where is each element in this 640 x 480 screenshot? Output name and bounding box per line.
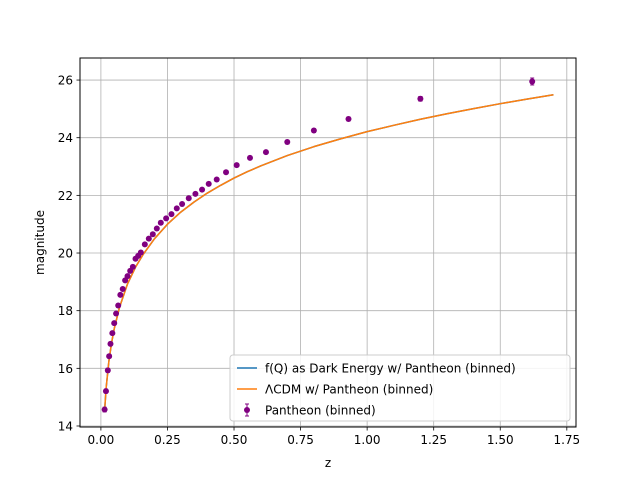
- data-point: [102, 388, 109, 395]
- x-tick-label: 1.75: [553, 433, 580, 447]
- data-point: [213, 176, 220, 183]
- legend-box: [229, 354, 571, 422]
- y-tick-label: 26: [58, 74, 73, 88]
- data-point: [163, 215, 170, 222]
- plot-frame: [79, 57, 577, 428]
- axis-ticks: 0.00 0.25 0.50 0.75 1.00 1.25 1.50 1.75 14 16 18 20…: [58, 74, 580, 447]
- data-point: [106, 353, 113, 360]
- data-point: [223, 169, 230, 176]
- data-point: [262, 149, 269, 156]
- y-tick-label: 24: [58, 131, 73, 145]
- data-point: [137, 249, 144, 256]
- y-tick-label: 20: [58, 247, 73, 261]
- y-axis-label: magnitude: [33, 210, 47, 275]
- data-point: [417, 95, 424, 102]
- data-point: [111, 320, 118, 327]
- data-point: [104, 367, 111, 374]
- legend-marker-swatch: [244, 407, 250, 413]
- data-point: [284, 139, 291, 146]
- data-point: [145, 235, 152, 242]
- data-point: [185, 195, 192, 202]
- data-point: [168, 211, 175, 218]
- legend-label: f(Q) as Dark Energy w/ Pantheon (binned): [265, 362, 516, 376]
- data-point: [345, 115, 352, 122]
- y-tick-label: 14: [58, 419, 73, 433]
- data-point: [117, 291, 124, 298]
- x-tick-label: 0.75: [287, 433, 314, 447]
- data-point: [107, 340, 114, 347]
- x-tick-label: 0.25: [154, 433, 181, 447]
- data-point: [157, 219, 164, 226]
- legend-label: Pantheon (binned): [265, 404, 376, 418]
- legend-label: ΛCDM w/ Pantheon (binned): [265, 383, 433, 397]
- data-point: [233, 162, 240, 169]
- y-tick-label: 16: [58, 362, 73, 376]
- data-point: [192, 190, 199, 197]
- data-point: [199, 186, 206, 193]
- data-point: [119, 286, 126, 293]
- x-axis-label: z: [325, 456, 331, 470]
- data-point: [173, 205, 180, 212]
- legend: f(Q) as Dark Energy w/ Pantheon (binned)…: [229, 354, 571, 422]
- data-point: [179, 201, 186, 208]
- data-point: [109, 330, 116, 337]
- data-point: [129, 263, 136, 270]
- data-point: [141, 241, 148, 248]
- y-tick-label: 22: [58, 189, 73, 203]
- data-point: [113, 310, 120, 317]
- data-point: [115, 302, 122, 309]
- data-point: [101, 406, 108, 413]
- data-point: [529, 78, 536, 85]
- data-point: [310, 127, 317, 134]
- data-point: [205, 180, 212, 187]
- x-tick-label: 0.50: [221, 433, 248, 447]
- x-tick-label: 1.50: [487, 433, 514, 447]
- x-tick-label: 1.25: [420, 433, 447, 447]
- y-tick-label: 18: [58, 304, 73, 318]
- data-point: [246, 154, 253, 161]
- x-tick-label: 0.00: [88, 433, 115, 447]
- x-tick-label: 1.00: [354, 433, 381, 447]
- data-points: [101, 77, 536, 413]
- data-point: [149, 231, 156, 238]
- data-point: [153, 225, 160, 232]
- data-point: [124, 273, 131, 280]
